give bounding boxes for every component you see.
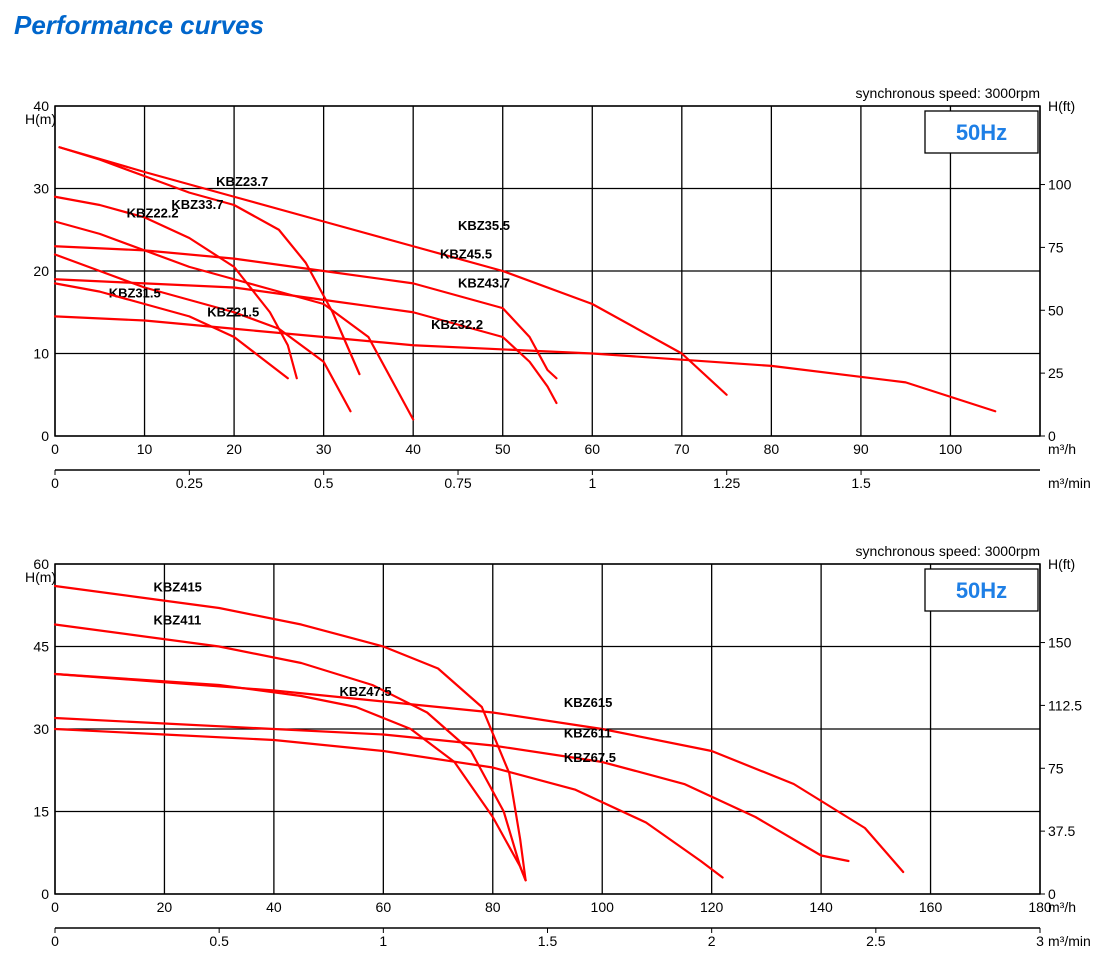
xtick-main: 120	[700, 899, 724, 915]
curve-label-KBZ411: KBZ411	[154, 613, 202, 628]
curve-label-KBZ21.5: KBZ21.5	[207, 304, 259, 319]
xtick-second: 0.25	[176, 475, 203, 491]
xtick-main: 70	[674, 441, 690, 457]
curve-KBZ611	[55, 718, 848, 861]
xtick-second: 2	[708, 933, 716, 949]
xtick-main: 20	[226, 441, 242, 457]
ytick-left: 20	[33, 263, 49, 279]
xtick-main: 10	[137, 441, 153, 457]
speed-label: synchronous speed: 3000rpm	[856, 543, 1040, 559]
curve-label-KBZ47.5: KBZ47.5	[340, 684, 392, 699]
xtick-main: 50	[495, 441, 511, 457]
ytick-right: 100	[1048, 177, 1072, 193]
curve-label-KBZ31.5: KBZ31.5	[109, 285, 161, 300]
xtick-second: 0	[51, 475, 59, 491]
xtick-second: 1	[379, 933, 387, 949]
curve-label-KBZ67.5: KBZ67.5	[564, 750, 616, 765]
ytick-left: 15	[33, 804, 49, 820]
y-left-label: H(m)	[25, 111, 56, 127]
ytick-left: 0	[41, 428, 49, 444]
xtick-main: 0	[51, 441, 59, 457]
xtick-main: 80	[485, 899, 501, 915]
x-main-label: m³/h	[1048, 441, 1076, 457]
hz-badge: 50Hz	[956, 120, 1007, 145]
chart-2: synchronous speed: 3000rpm015304560H(m)0…	[10, 509, 1105, 949]
ytick-left: 30	[33, 721, 49, 737]
xtick-main: 100	[591, 899, 615, 915]
xtick-second: 0	[51, 933, 59, 949]
xtick-second: 0.5	[314, 475, 334, 491]
xtick-main: 90	[853, 441, 869, 457]
curve-KBZ47.5	[55, 674, 526, 880]
ytick-left: 0	[41, 886, 49, 902]
curve-label-KBZ43.7: KBZ43.7	[458, 276, 510, 291]
xtick-second: 1.25	[713, 475, 740, 491]
curve-label-KBZ611: KBZ611	[564, 725, 612, 740]
ytick-right: 75	[1048, 239, 1064, 255]
chart-1: synchronous speed: 3000rpm010203040H(m)0…	[10, 51, 1105, 491]
curve-label-KBZ32.2: KBZ32.2	[431, 317, 483, 332]
speed-label: synchronous speed: 3000rpm	[856, 85, 1040, 101]
xtick-main: 140	[809, 899, 833, 915]
ytick-right: 50	[1048, 302, 1064, 318]
ytick-right: 25	[1048, 365, 1064, 381]
y-right-label: H(ft)	[1048, 98, 1075, 114]
x-second-label: m³/min	[1048, 933, 1091, 949]
xtick-second: 1.5	[851, 475, 871, 491]
xtick-main: 80	[764, 441, 780, 457]
xtick-second: 2.5	[866, 933, 886, 949]
xtick-main: 40	[266, 899, 282, 915]
page-title: Performance curves	[14, 10, 1105, 41]
x-main-label: m³/h	[1048, 899, 1076, 915]
xtick-main: 60	[584, 441, 600, 457]
curve-KBZ31.5	[55, 255, 351, 412]
ytick-left: 30	[33, 181, 49, 197]
xtick-second: 0.75	[444, 475, 471, 491]
ytick-right: 150	[1048, 635, 1072, 651]
curve-KBZ23.7	[59, 147, 359, 374]
curve-label-KBZ415: KBZ415	[154, 580, 202, 595]
xtick-main: 20	[157, 899, 173, 915]
xtick-second: 0.5	[209, 933, 229, 949]
xtick-second: 1	[588, 475, 596, 491]
y-left-label: H(m)	[25, 569, 56, 585]
curve-label-KBZ45.5: KBZ45.5	[440, 247, 492, 262]
xtick-main: 40	[405, 441, 421, 457]
curve-label-KBZ35.5: KBZ35.5	[458, 218, 510, 233]
curve-label-KBZ23.7: KBZ23.7	[216, 174, 268, 189]
xtick-main: 60	[376, 899, 392, 915]
hz-badge: 50Hz	[956, 578, 1007, 603]
xtick-main: 100	[939, 441, 963, 457]
curve-label-KBZ615: KBZ615	[564, 695, 612, 710]
ytick-left: 10	[33, 346, 49, 362]
ytick-right: 37.5	[1048, 823, 1075, 839]
ytick-left: 45	[33, 639, 49, 655]
ytick-right: 112.5	[1048, 697, 1082, 713]
xtick-second: 3	[1036, 933, 1044, 949]
xtick-main: 0	[51, 899, 59, 915]
curve-KBZ67.5	[55, 729, 723, 878]
y-right-label: H(ft)	[1048, 556, 1075, 572]
x-second-label: m³/min	[1048, 475, 1091, 491]
xtick-main: 30	[316, 441, 332, 457]
curve-KBZ411	[55, 625, 526, 881]
curve-label-KBZ33.7: KBZ33.7	[171, 197, 223, 212]
xtick-second: 1.5	[538, 933, 558, 949]
ytick-right: 75	[1048, 760, 1064, 776]
xtick-main: 160	[919, 899, 943, 915]
